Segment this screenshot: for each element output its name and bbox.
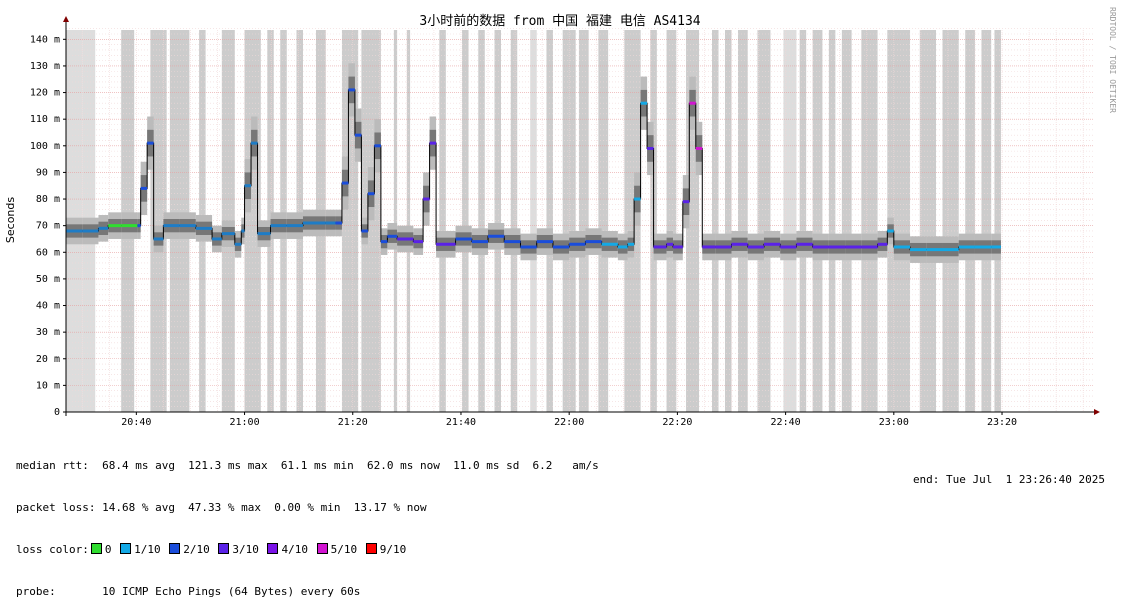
y-tick-label: 70 m [36, 221, 60, 232]
y-axis-arrow [63, 16, 69, 22]
y-tick-label: 50 m [36, 274, 60, 285]
y-tick-label: 120 m [30, 88, 60, 99]
loss-legend-label: 9/10 [379, 543, 413, 556]
loss-legend-item: 1/10 [118, 543, 167, 556]
loss-bar [494, 30, 502, 412]
median-line [66, 88, 1001, 252]
loss-bar [737, 30, 748, 412]
x-tick-label: 21:00 [229, 417, 259, 428]
x-tick-label: 20:40 [121, 417, 151, 428]
y-tick-label: 140 m [30, 34, 60, 45]
loss-bar [799, 30, 807, 412]
loss-legend-label: 3/10 [232, 543, 266, 556]
loss-swatch [316, 543, 328, 554]
y-ticks: 0 10 m 20 m 30 m 40 m 50 m 60 m 70 m 80 m 90 m 100… [30, 34, 66, 418]
loss-bar [828, 30, 836, 412]
loss-bar [666, 30, 677, 412]
loss-bar [994, 30, 1001, 412]
x-tick-label: 21:40 [446, 417, 476, 428]
loss-swatch [120, 543, 132, 554]
loss-color-label: loss color: [16, 543, 89, 556]
loss-bar [546, 30, 553, 412]
y-tick-label: 10 m [36, 380, 60, 391]
loss-swatch [169, 543, 181, 554]
loss-bar [530, 30, 537, 412]
loss-bar [725, 30, 732, 412]
probe-info: probe: 10 ICMP Echo Pings (64 Bytes) eve… [16, 585, 361, 598]
loss-legend-label: 0 [104, 543, 119, 556]
y-tick-label: 110 m [30, 114, 60, 125]
loss-legend-label: 2/10 [183, 543, 217, 556]
loss-legend-item: 2/10 [167, 543, 216, 556]
loss-bar [919, 30, 937, 412]
loss-legend-item: 0 [89, 543, 118, 556]
y-tick-label: 20 m [36, 354, 60, 365]
loss-swatch [218, 543, 230, 554]
loss-legend-item: 3/10 [216, 543, 265, 556]
x-axis-arrow [1094, 409, 1100, 415]
y-tick-label: 0 [54, 407, 60, 418]
loss-bar [578, 30, 589, 412]
loss-bar [341, 30, 359, 412]
loss-color-legend: loss color: 0 1/10 2/10 3/10 4/10 5/10 9/… [16, 543, 599, 557]
loss-bar [757, 30, 771, 412]
x-tick-label: 22:20 [662, 417, 692, 428]
loss-bar [393, 30, 398, 412]
loss-legend-label: 4/10 [281, 543, 315, 556]
loss-bar [841, 30, 852, 412]
loss-bar [812, 30, 823, 412]
loss-legend-item: 5/10 [315, 543, 364, 556]
loss-bar [981, 30, 992, 412]
y-tick-label: 30 m [36, 327, 60, 338]
y-axis-label: Seconds [4, 197, 17, 243]
loss-bar [598, 30, 609, 412]
y-tick-label: 130 m [30, 61, 60, 72]
x-tick-label: 22:00 [554, 417, 584, 428]
x-tick-label: 23:00 [879, 417, 909, 428]
loss-legend-label: 5/10 [330, 543, 364, 556]
packet-loss-stats: packet loss: 14.68 % avg 47.33 % max 0.0… [16, 501, 427, 514]
loss-legend-item: 9/10 [364, 543, 413, 556]
loss-swatch [90, 543, 102, 554]
loss-bar [942, 30, 959, 412]
y-tick-label: 60 m [36, 247, 60, 258]
loss-bar [150, 30, 167, 412]
x-ticks: 20:40 21:00 21:20 21:40 22:00 22:20 22:40 23:00… [121, 412, 1017, 428]
loss-bar [887, 30, 911, 412]
loss-bar [712, 30, 719, 412]
loss-legend-label: 1/10 [134, 543, 168, 556]
legend: median rtt: 68.4 ms avg 121.3 ms max 61.… [16, 431, 599, 613]
end-time: end: Tue Jul 1 23:26:40 2025 [912, 473, 1105, 486]
loss-legend-item: 4/10 [265, 543, 314, 556]
loss-bar [783, 30, 797, 412]
y-tick-label: 80 m [36, 194, 60, 205]
loss-swatch [267, 543, 279, 554]
median-rtt-stats: median rtt: 68.4 ms avg 121.3 ms max 61.… [16, 459, 599, 472]
loss-bar [965, 30, 975, 412]
loss-swatch [365, 543, 377, 554]
loss-bar [624, 30, 641, 412]
chart-title: 3小时前的数据 from 中国 福建 电信 AS4134 [419, 13, 700, 29]
y-tick-label: 100 m [30, 141, 60, 152]
loss-bar [406, 30, 411, 412]
loss-bar [439, 30, 446, 412]
loss-bar [478, 30, 485, 412]
loss-bar [462, 30, 469, 412]
x-tick-label: 21:20 [338, 417, 368, 428]
x-tick-label: 22:40 [771, 417, 801, 428]
latency-chart: 3小时前的数据 from 中国 福建 电信 AS4134 Seconds RRD… [4, 7, 1117, 428]
y-tick-label: 90 m [36, 167, 60, 178]
axes [63, 16, 1100, 416]
side-label: RRDTOOL / TOBI OETIKER [1108, 7, 1117, 113]
x-tick-label: 23:20 [987, 417, 1017, 428]
y-tick-label: 40 m [36, 301, 60, 312]
loss-bar [510, 30, 518, 412]
loss-bar [861, 30, 878, 412]
